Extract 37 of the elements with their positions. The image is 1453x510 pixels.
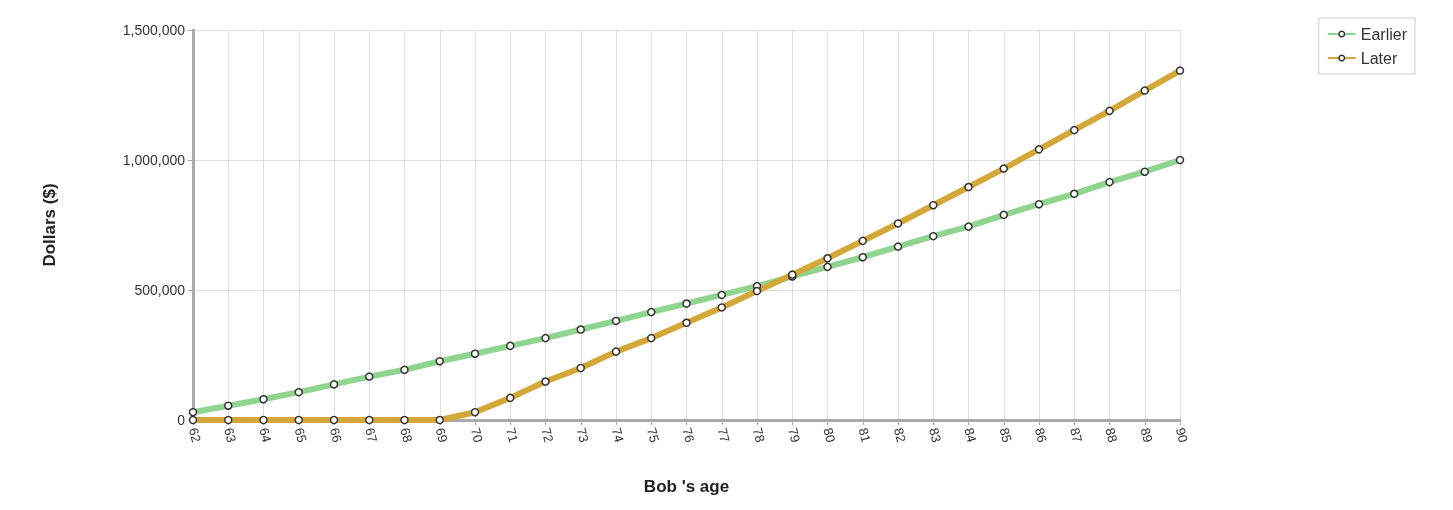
- y-tick-label: 1,000,000: [122, 152, 186, 168]
- x-tick-label: 72: [538, 426, 557, 444]
- x-tick-label: 85: [996, 426, 1015, 444]
- x-tick-label: 64: [256, 426, 275, 444]
- y-tick-label: 500,000: [134, 282, 186, 298]
- x-tick-label: 76: [679, 426, 698, 444]
- x-tick-label: 62: [185, 426, 204, 444]
- y-axis-title: Dollars ($): [40, 183, 59, 267]
- x-tick-label: 80: [820, 426, 839, 444]
- x-tick-label: 82: [890, 426, 909, 444]
- x-tick-label: 90: [1172, 426, 1191, 444]
- x-tick-label: 70: [467, 426, 486, 444]
- x-tick-label: 87: [1067, 426, 1086, 444]
- x-tick-label: 77: [714, 426, 733, 444]
- x-tick-label: 78: [749, 426, 768, 444]
- y-tick-label: 0: [177, 412, 186, 428]
- x-tick-label: 83: [926, 426, 945, 444]
- x-tick-label: 63: [221, 426, 240, 444]
- x-tick-label: 75: [644, 426, 663, 444]
- x-tick-label: 68: [397, 426, 416, 444]
- x-axis-title: Bob 's age: [643, 477, 730, 496]
- x-tick-label: 73: [573, 426, 592, 444]
- x-tick-label: 81: [855, 426, 874, 444]
- x-tick-label: 84: [961, 426, 980, 444]
- x-tick-label: 67: [362, 426, 381, 444]
- x-tick-label: 66: [326, 426, 345, 444]
- legend-label: Earlier: [1360, 25, 1408, 43]
- x-tick-label: 65: [291, 426, 310, 444]
- x-tick-label: 88: [1102, 426, 1121, 444]
- legend-label: Later: [1360, 49, 1398, 67]
- x-tick-label: 89: [1137, 426, 1156, 444]
- y-tick-label: 1,500,000: [122, 22, 186, 38]
- x-tick-label: 86: [1031, 426, 1050, 444]
- x-tick-label: 71: [503, 426, 522, 444]
- x-tick-label: 74: [608, 426, 627, 444]
- x-tick-label: 69: [432, 426, 451, 444]
- x-tick-label: 79: [785, 426, 804, 444]
